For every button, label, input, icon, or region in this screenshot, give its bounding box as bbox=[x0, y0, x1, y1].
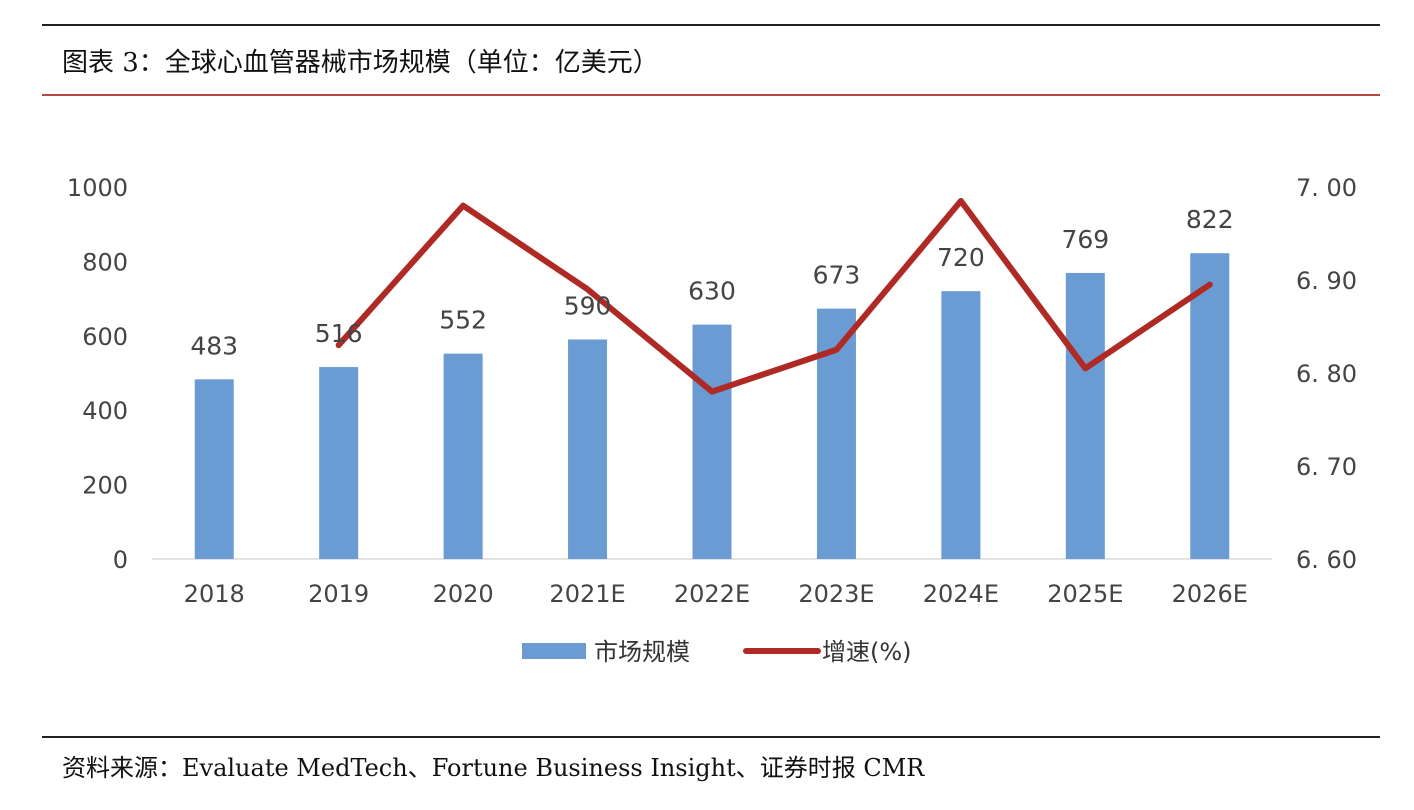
title-underline bbox=[42, 94, 1380, 96]
right-axis-tick-label: 7. 00 bbox=[1296, 174, 1357, 202]
top-rule bbox=[42, 24, 1380, 26]
legend-label-bar: 市场规模 bbox=[594, 638, 690, 666]
bar-data-label: 720 bbox=[937, 243, 985, 272]
bar bbox=[1065, 272, 1105, 559]
x-axis-tick-label: 2019 bbox=[308, 580, 369, 608]
bar bbox=[194, 379, 234, 559]
bar bbox=[443, 353, 483, 559]
bar-data-label: 552 bbox=[439, 306, 487, 335]
legend-swatch-bar bbox=[522, 643, 586, 659]
bar-data-label: 673 bbox=[813, 261, 861, 290]
left-axis-tick-label: 1000 bbox=[67, 174, 128, 202]
bar bbox=[319, 367, 359, 559]
bar-data-label: 630 bbox=[688, 277, 736, 306]
right-axis-tick-label: 6. 60 bbox=[1296, 546, 1357, 574]
x-axis-tick-label: 2021E bbox=[549, 580, 625, 608]
bar bbox=[941, 291, 981, 559]
x-axis-tick-label: 2023E bbox=[798, 580, 874, 608]
bar-data-label: 483 bbox=[190, 331, 238, 360]
x-axis-tick-label: 2024E bbox=[923, 580, 999, 608]
left-axis-tick-label: 600 bbox=[82, 323, 128, 351]
x-axis-tick-label: 2022E bbox=[674, 580, 750, 608]
bar-data-label: 769 bbox=[1061, 225, 1109, 254]
right-axis-ticks: 6. 60 6. 70 6. 80 6. 90 7. 00 bbox=[1296, 174, 1357, 574]
left-axis-tick-label: 200 bbox=[82, 472, 128, 500]
left-axis-tick-label: 0 bbox=[113, 546, 128, 574]
bar-series bbox=[194, 253, 1230, 559]
left-axis-tick-label: 400 bbox=[82, 397, 128, 425]
legend-label-line: 增速(%) bbox=[822, 638, 912, 666]
figure-title: 图表 3：全球心血管器械市场规模（单位：亿美元） bbox=[62, 48, 659, 78]
bar-data-label: 590 bbox=[564, 292, 612, 321]
x-axis-ticks: 2018 2019 2020 2021E 2022E 2023E 2024E 2025E 202… bbox=[184, 580, 1248, 608]
left-axis-ticks: 0 200 400 600 800 1000 bbox=[67, 174, 128, 574]
left-axis-tick-label: 800 bbox=[82, 248, 128, 276]
right-axis-tick-label: 6. 90 bbox=[1296, 267, 1357, 295]
x-axis-tick-label: 2018 bbox=[184, 580, 245, 608]
bottom-rule bbox=[42, 736, 1380, 738]
right-axis-tick-label: 6. 70 bbox=[1296, 453, 1357, 481]
x-axis-tick-label: 2025E bbox=[1047, 580, 1123, 608]
growth-line bbox=[335, 197, 1213, 395]
bar-data-label: 822 bbox=[1186, 205, 1234, 234]
legend: 市场规模 增速(%) bbox=[522, 638, 912, 666]
right-axis-tick-label: 6. 80 bbox=[1296, 360, 1357, 388]
bar bbox=[568, 339, 608, 559]
bar bbox=[692, 324, 732, 559]
x-axis-tick-label: 2020 bbox=[433, 580, 494, 608]
bar-data-labels: 483 516 552 590 630 673 720 769 822 bbox=[190, 205, 1233, 360]
line-series bbox=[335, 197, 1213, 395]
bar bbox=[1190, 253, 1230, 559]
x-axis-tick-label: 2026E bbox=[1172, 580, 1248, 608]
bar-data-label: 516 bbox=[315, 319, 363, 348]
source-note: 资料来源：Evaluate MedTech、Fortune Business I… bbox=[62, 754, 925, 782]
